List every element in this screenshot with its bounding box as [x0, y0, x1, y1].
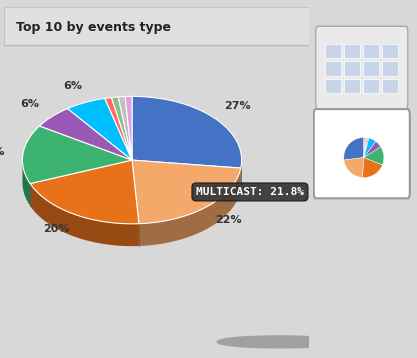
Text: 6%: 6%	[20, 99, 39, 109]
Wedge shape	[344, 158, 364, 178]
Polygon shape	[111, 97, 132, 160]
FancyBboxPatch shape	[325, 61, 341, 76]
Text: Top 10 by events type: Top 10 by events type	[16, 21, 171, 34]
FancyBboxPatch shape	[344, 79, 360, 93]
FancyBboxPatch shape	[4, 7, 309, 45]
Wedge shape	[364, 137, 368, 158]
Text: MULTICAST: 21.8%: MULTICAST: 21.8%	[196, 187, 304, 197]
Wedge shape	[364, 137, 367, 158]
Polygon shape	[125, 96, 132, 160]
Polygon shape	[30, 184, 139, 246]
FancyBboxPatch shape	[382, 61, 398, 76]
FancyBboxPatch shape	[363, 61, 379, 76]
Text: 15%: 15%	[0, 147, 5, 158]
FancyBboxPatch shape	[344, 44, 360, 58]
Polygon shape	[139, 168, 241, 246]
Text: 27%: 27%	[224, 101, 251, 111]
FancyBboxPatch shape	[325, 44, 341, 58]
FancyBboxPatch shape	[314, 109, 410, 198]
Wedge shape	[344, 137, 364, 160]
FancyBboxPatch shape	[382, 44, 398, 58]
Polygon shape	[132, 96, 241, 168]
Circle shape	[233, 336, 342, 348]
Text: 22%: 22%	[215, 214, 241, 224]
Polygon shape	[105, 97, 132, 160]
Polygon shape	[30, 160, 139, 224]
Wedge shape	[364, 141, 381, 158]
FancyBboxPatch shape	[344, 61, 360, 76]
FancyBboxPatch shape	[382, 79, 398, 93]
Polygon shape	[68, 98, 132, 160]
FancyBboxPatch shape	[316, 26, 408, 109]
Wedge shape	[364, 138, 376, 158]
Wedge shape	[364, 138, 369, 158]
Wedge shape	[364, 137, 365, 158]
FancyBboxPatch shape	[363, 44, 379, 58]
Text: 6%: 6%	[63, 81, 82, 91]
Text: 20%: 20%	[44, 224, 70, 234]
Circle shape	[217, 336, 327, 348]
Polygon shape	[40, 108, 132, 160]
FancyBboxPatch shape	[363, 79, 379, 93]
Wedge shape	[362, 158, 382, 178]
Polygon shape	[132, 160, 241, 224]
Polygon shape	[23, 161, 30, 206]
FancyBboxPatch shape	[325, 79, 341, 93]
Polygon shape	[23, 126, 132, 184]
Polygon shape	[118, 97, 132, 160]
Wedge shape	[364, 147, 384, 165]
